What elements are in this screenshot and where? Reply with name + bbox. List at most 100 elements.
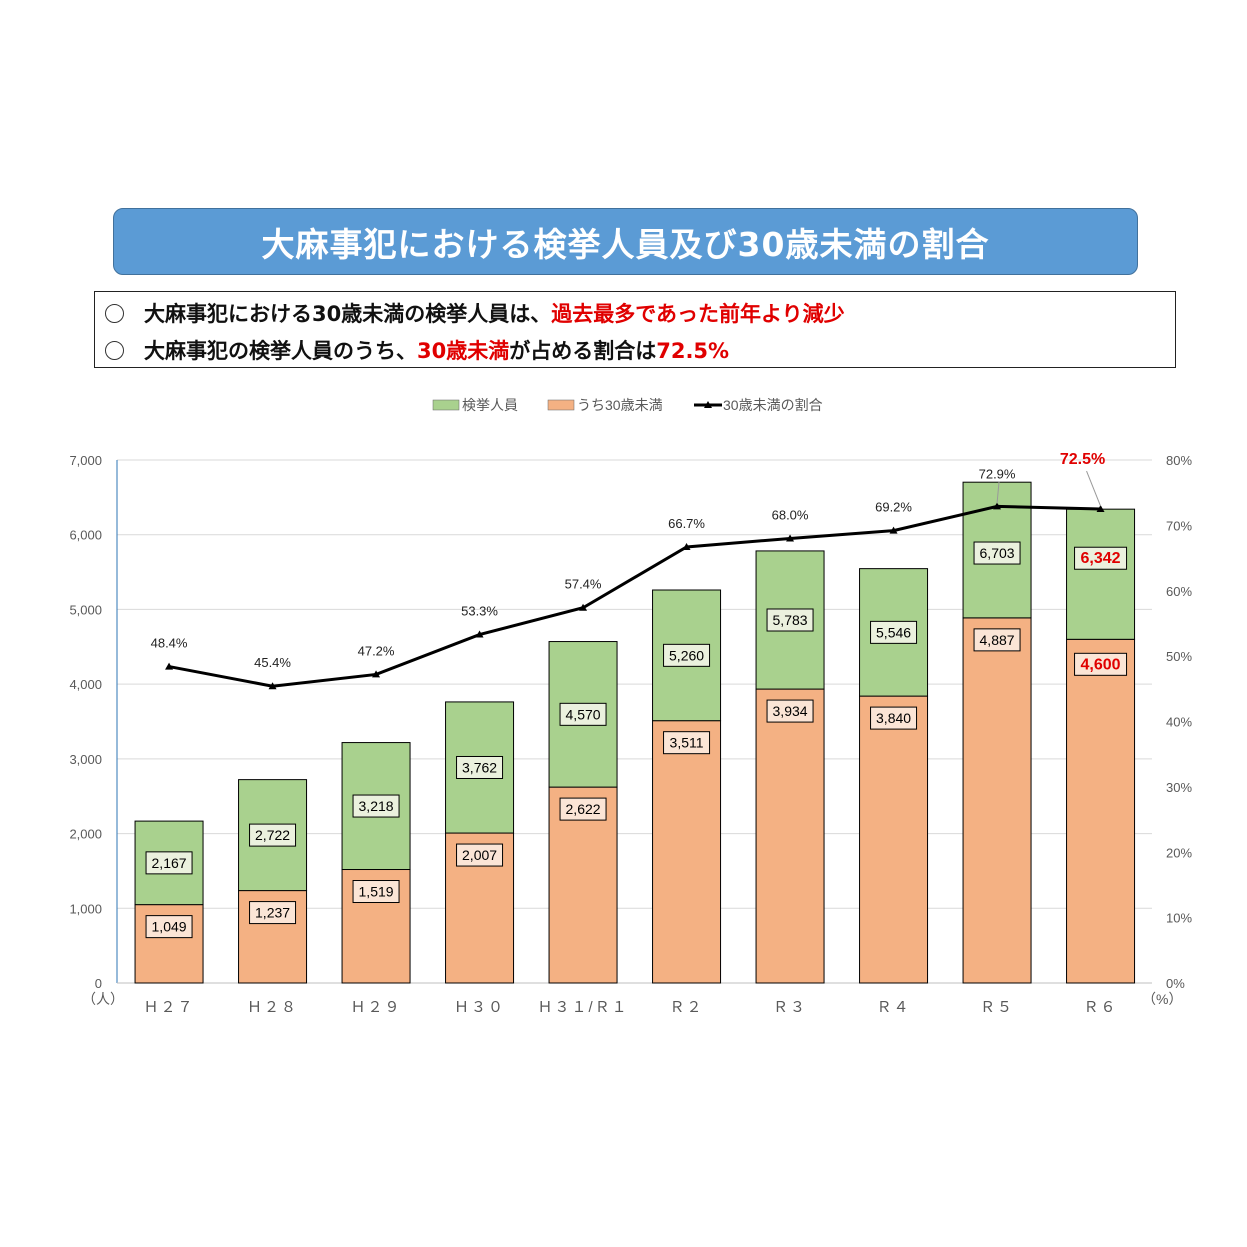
label-total: 5,260 — [669, 647, 704, 663]
ratio-marker — [682, 542, 691, 550]
x-tick-label: Ｒ４ — [877, 999, 911, 1016]
x-tick-label: Ｒ５ — [980, 999, 1014, 1016]
bar-total — [1066, 508, 1136, 640]
label-under30: 2,007 — [462, 847, 497, 863]
legend-swatch-0 — [432, 399, 460, 411]
label-total-box — [973, 541, 1021, 565]
bar-under30 — [652, 720, 722, 984]
x-tick-label: Ｈ２７ — [144, 999, 195, 1016]
legend-marker — [704, 401, 712, 408]
label-under30-box — [1074, 652, 1128, 676]
y-left-unit: （人） — [82, 991, 124, 1007]
legend-label: うち30歳未満 — [577, 397, 663, 413]
bar-under30 — [962, 617, 1032, 984]
label-total: 5,546 — [876, 624, 911, 640]
x-tick-label: Ｒ２ — [670, 999, 704, 1016]
ratio-label: 69.2% — [875, 500, 912, 515]
legend-swatch-1 — [547, 399, 575, 411]
ratio-marker — [165, 662, 174, 670]
y-left-tick-label: 7,000 — [69, 453, 102, 468]
ratio-marker — [475, 630, 484, 638]
label-total-box — [1074, 546, 1128, 570]
y-right-tick-label: 20% — [1166, 845, 1192, 860]
x-tick-label: Ｈ３０ — [454, 999, 505, 1016]
ratio-label: 57.4% — [565, 577, 602, 592]
label-under30: 3,511 — [670, 735, 704, 751]
bar-under30 — [859, 695, 929, 984]
y-left-tick-label: 6,000 — [69, 528, 102, 543]
label-under30: 1,237 — [255, 905, 290, 921]
label-under30-box — [973, 628, 1021, 652]
summary-highlight: 72.5% — [656, 339, 730, 363]
ratio-label: 53.3% — [461, 604, 498, 619]
label-total: 2,167 — [152, 855, 187, 871]
label-total-box — [559, 702, 607, 726]
ratio-label: 72.5% — [1060, 451, 1105, 468]
y-left-tick-label: 0 — [95, 976, 102, 991]
label-under30: 4,887 — [980, 632, 1015, 648]
leader-line — [996, 481, 1000, 504]
label-under30: 3,934 — [773, 703, 808, 719]
y-left-tick-label: 5,000 — [69, 602, 102, 617]
label-under30: 3,840 — [876, 710, 911, 726]
leader-line — [1086, 470, 1102, 507]
ratio-marker — [889, 526, 898, 534]
x-tick-label: Ｒ３ — [773, 999, 807, 1016]
summary-text: 大麻事犯における30歳未満の検挙人員は、 — [144, 302, 552, 326]
y-left-tick-label: 4,000 — [69, 677, 102, 692]
label-under30: 2,622 — [566, 801, 601, 817]
summary-highlight: 過去最多であった前年より減少 — [551, 302, 845, 326]
label-under30-box — [249, 901, 297, 925]
bar-under30 — [1066, 638, 1136, 984]
x-tick-label: Ｈ２８ — [247, 999, 298, 1016]
ratio-marker — [372, 670, 381, 678]
y-right-tick-label: 40% — [1166, 715, 1192, 730]
ratio-line — [168, 504, 1101, 688]
legend-label: 30歳未満の割合 — [723, 397, 823, 413]
ratio-label: 66.7% — [668, 516, 705, 531]
y-right-tick-label: 50% — [1166, 649, 1192, 664]
circle-bullet-icon — [105, 341, 124, 360]
y-right-tick-label: 30% — [1166, 780, 1192, 795]
page-title: 大麻事犯における検挙人員及び30歳未満の割合 — [113, 208, 1138, 275]
summary-highlight: 30歳未満 — [417, 339, 510, 363]
label-total: 6,342 — [1081, 550, 1121, 567]
label-under30-box — [663, 731, 711, 755]
y-right-unit: （%） — [1142, 991, 1182, 1007]
bar-under30 — [755, 688, 825, 984]
ratio-label: 47.2% — [358, 643, 395, 658]
label-under30-box — [145, 915, 193, 939]
label-total-box — [663, 643, 711, 667]
ratio-marker — [579, 603, 588, 611]
label-total: 6,703 — [980, 545, 1015, 561]
summary-box: 大麻事犯における30歳未満の検挙人員は、過去最多であった前年より減少 大麻事犯の… — [94, 291, 1176, 368]
x-tick-label: Ｈ３１/Ｒ１ — [537, 999, 628, 1016]
ratio-marker — [1096, 505, 1105, 513]
summary-text: が占める割合は — [509, 339, 657, 363]
x-tick-label: Ｈ２９ — [351, 999, 402, 1016]
label-under30: 1,519 — [359, 884, 394, 900]
ratio-label: 48.4% — [151, 636, 188, 651]
y-left-tick-label: 1,000 — [69, 901, 102, 916]
ratio-label: 68.0% — [772, 507, 809, 522]
ratio-label: 45.4% — [254, 655, 291, 670]
y-right-tick-label: 10% — [1166, 911, 1192, 926]
label-total-box — [870, 620, 918, 644]
label-total: 4,570 — [566, 706, 601, 722]
ratio-marker — [993, 502, 1002, 510]
label-total-box — [456, 755, 504, 779]
y-left-tick-label: 2,000 — [69, 827, 102, 842]
y-right-tick-label: 60% — [1166, 584, 1192, 599]
y-right-tick-label: 80% — [1166, 453, 1192, 468]
label-under30-box — [352, 880, 400, 904]
label-total-box — [352, 794, 400, 818]
summary-line-1: 大麻事犯における30歳未満の検挙人員は、過去最多であった前年より減少 — [105, 298, 845, 328]
label-under30-box — [766, 699, 814, 723]
label-total-box — [766, 608, 814, 632]
label-total: 5,783 — [773, 612, 808, 628]
label-under30-box — [870, 706, 918, 730]
legend-label: 検挙人員 — [462, 397, 518, 413]
y-left-tick-label: 3,000 — [69, 752, 102, 767]
